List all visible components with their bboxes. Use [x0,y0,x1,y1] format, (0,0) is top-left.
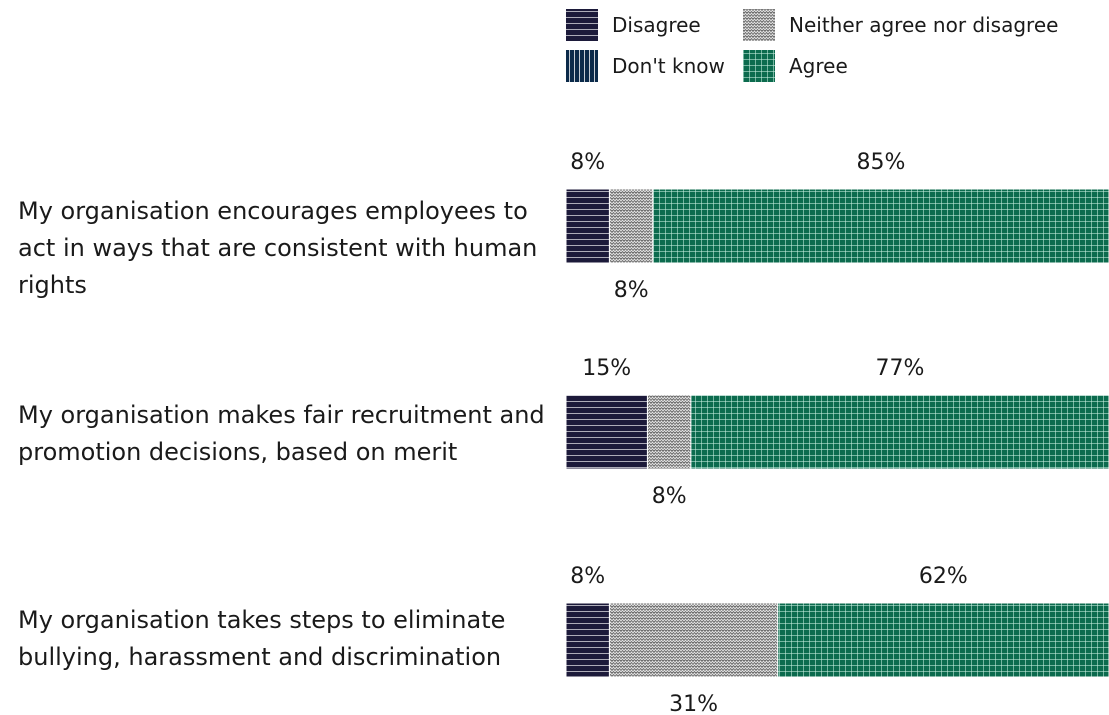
value-labels-group: 8% 8% 85% 15% 8% 77% 8% 31% 62% [570,150,968,715]
category-label: My organisation takes steps to eliminate… [18,606,506,671]
value-label: 77% [875,356,924,381]
bars-group [565,188,1109,678]
legend-label: Don't know [612,54,725,78]
value-label: 8% [614,278,649,303]
bar-segment [690,394,1109,470]
legend-label: Disagree [612,13,701,37]
legend-swatch [566,9,598,41]
bar-segment [608,602,779,678]
bar-segment [565,602,610,678]
bar-segment [565,188,610,264]
value-label: 8% [570,150,605,175]
legend-label: Neither agree nor disagree [789,13,1058,37]
value-label: 15% [582,356,631,381]
bar-segment [652,188,1109,264]
value-label: 8% [570,564,605,589]
category-label: My organisation encourages employees to … [18,197,538,299]
bar-segment [565,394,648,470]
bar-segment [777,602,1109,678]
value-label: 31% [669,692,718,715]
bar-segment [646,394,692,470]
legend-label: Agree [789,54,848,78]
category-label: My organisation makes fair recruitment a… [18,401,545,466]
legend-swatch [566,50,598,82]
legend-swatch [743,50,775,82]
bar-segment [608,188,654,264]
value-label: 62% [919,564,968,589]
value-label: 85% [856,150,905,175]
legend-swatch [743,9,775,41]
value-label: 8% [652,484,687,509]
legend: Disagree Neither agree nor disagree Don't … [566,9,1058,82]
